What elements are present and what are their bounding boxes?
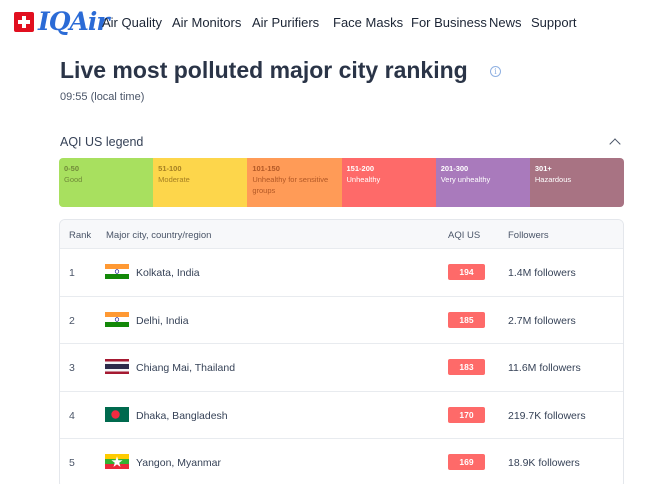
legend-label: Moderate [158,175,190,184]
nav-air-quality[interactable]: Air Quality [102,15,162,30]
nav-face-masks[interactable]: Face Masks [333,15,404,30]
followers-cell: 1.4M followers [508,267,576,279]
info-icon[interactable]: i [490,66,501,77]
india-flag-icon [105,311,129,327]
legend-range: 201-300 [440,164,469,173]
rank-cell: 4 [69,409,75,422]
myanmar-flag-icon [105,454,129,469]
site-header: IQAir Air Quality Air Monitors Air Purif… [0,0,645,46]
aqi-badge: 183 [448,359,485,375]
legend-label: Unhealthy [346,175,381,184]
followers-cell: 2.7M followers [508,314,576,327]
table-row[interactable]: 4 Dhaka, Bangladesh 170 219.7K followers [60,390,623,439]
nav-support[interactable]: Support [531,15,577,30]
legend-title: AQI US legend [60,135,144,149]
legend-range: 0-50 [64,164,80,173]
rank-cell: 2 [69,314,75,327]
header-rank: Rank [69,230,92,241]
legend-label: Very unhealthy [440,175,491,184]
main-nav: Air Quality Air Monitors Air Purifiers F… [0,15,645,31]
aqi-legend-bar: 0-50 Good 51-100 Moderate 101-150 Unheal… [59,158,624,207]
city-link[interactable]: Kolkata, India [136,267,200,279]
legend-label: Good [64,175,83,184]
followers-cell: 11.6M followers [508,362,581,374]
logo-text: IQAir [38,7,110,36]
ranking-table: Rank Major city, country/region AQI US F… [59,219,624,484]
swiss-cross-icon [14,12,34,32]
bangladesh-flag-icon [105,406,129,422]
nav-air-purifiers[interactable]: Air Purifiers [252,15,320,30]
city-link[interactable]: Yangon, Myanmar [136,457,222,469]
legend-segment-hazardous: 301+ Hazardous [529,158,624,207]
city-link[interactable]: Chiang Mai, Thailand [136,362,236,374]
local-time: 09:55 (local time) [60,91,145,103]
table-row[interactable]: 3 Chiang Mai, Thailand 183 11.6M followe… [60,343,623,391]
aqi-badge: 170 [448,406,485,423]
aqi-badge: 185 [448,311,485,328]
header-followers: Followers [508,230,549,241]
chevron-up-icon[interactable] [609,138,621,150]
table-row[interactable]: 2 Delhi, India 185 2.7M followers [60,295,623,344]
india-flag-icon [105,264,129,279]
aqi-badge: 169 [448,454,485,470]
rank-cell: 1 [69,267,75,279]
nav-news[interactable]: News [489,15,522,30]
table-row[interactable]: 5 Yangon, Myanmar 169 18.9K followers [60,438,623,484]
legend-range: 301+ [534,164,552,173]
legend-range: 151-200 [346,164,375,173]
header-aqi[interactable]: AQI US [448,230,481,241]
nav-for-business[interactable]: For Business [411,15,487,30]
page-title: Live most polluted major city ranking [60,57,468,83]
legend-label: Unhealthy for sensitive groups [252,175,329,195]
legend-segment-very-unhealthy: 201-300 Very unhealthy [435,158,530,207]
city-link[interactable]: Dhaka, Bangladesh [136,409,228,422]
thailand-flag-icon [105,359,129,374]
city-link[interactable]: Delhi, India [136,314,189,327]
table-row[interactable]: 1 Kolkata, India 194 1.4M followers [60,248,623,296]
followers-cell: 18.9K followers [508,457,580,469]
iqair-logo[interactable]: IQAir [14,7,110,36]
legend-range: 51-100 [158,164,182,173]
legend-segment-usg: 101-150 Unhealthy for sensitive groups [247,158,342,207]
rank-cell: 5 [69,457,75,469]
legend-segment-good: 0-50 Good [59,158,154,207]
aqi-badge: 194 [448,264,485,280]
legend-label: Hazardous [534,175,572,184]
followers-cell: 219.7K followers [508,409,586,422]
legend-range: 101-150 [252,164,280,173]
legend-segment-unhealthy: 151-200 Unhealthy [341,158,436,207]
legend-segment-moderate: 51-100 Moderate [153,158,248,207]
header-city: Major city, country/region [106,230,212,241]
rank-cell: 3 [69,362,75,374]
nav-air-monitors[interactable]: Air Monitors [172,15,242,30]
table-header: Rank Major city, country/region AQI US F… [60,220,623,248]
